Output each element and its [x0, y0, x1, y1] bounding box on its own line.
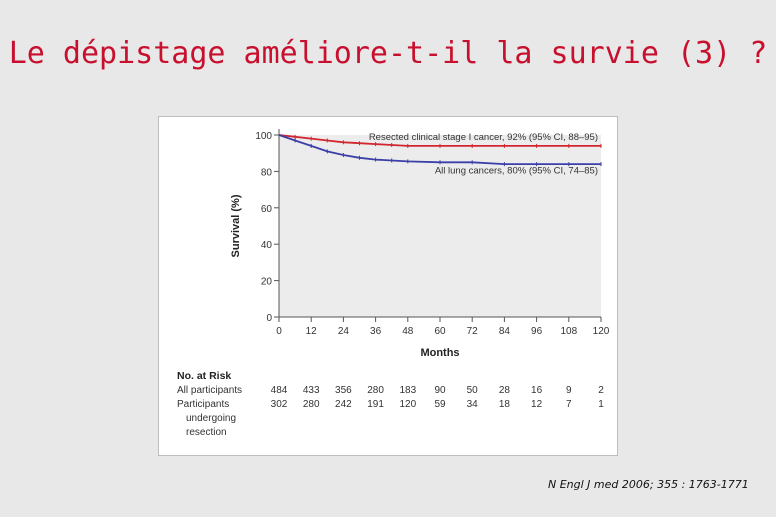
x-tick-label: 12 [306, 326, 318, 337]
y-tick-label: 80 [261, 167, 273, 178]
x-tick-label: 108 [560, 326, 577, 337]
risk-row-label-cont: resection [186, 427, 227, 438]
risk-value: 18 [499, 399, 511, 410]
y-tick-label: 100 [255, 131, 272, 142]
x-axis-title: Months [420, 347, 459, 359]
risk-value: 280 [303, 399, 320, 410]
x-tick-label: 72 [467, 326, 479, 337]
risk-value: 191 [367, 399, 384, 410]
risk-value: 433 [303, 385, 320, 396]
x-tick-label: 96 [531, 326, 543, 337]
risk-value: 356 [335, 385, 352, 396]
risk-value: 242 [335, 399, 352, 410]
risk-value: 59 [434, 399, 446, 410]
risk-value: 7 [566, 399, 572, 410]
risk-value: 484 [271, 385, 288, 396]
x-tick-label: 120 [593, 326, 610, 337]
risk-value: 90 [434, 385, 446, 396]
risk-row-label: Participants [177, 399, 229, 410]
slide-title: Le dépistage améliore-t-il la survie (3)… [8, 36, 768, 71]
y-tick-label: 40 [261, 240, 273, 251]
risk-table-title: No. at Risk [177, 370, 231, 382]
risk-value: 34 [467, 399, 479, 410]
risk-row-label: All participants [177, 385, 242, 396]
y-tick-label: 20 [261, 277, 273, 288]
resected-series-label: Resected clinical stage I cancer, 92% (9… [369, 132, 598, 143]
x-tick-label: 48 [402, 326, 414, 337]
risk-value: 1 [598, 399, 604, 410]
risk-value: 302 [271, 399, 288, 410]
x-tick-label: 24 [338, 326, 350, 337]
x-tick-label: 84 [499, 326, 511, 337]
risk-value: 9 [566, 385, 572, 396]
all-cancers-series-label: All lung cancers, 80% (95% CI, 74–85) [435, 165, 598, 176]
risk-row-label-cont: undergoing [186, 413, 236, 424]
risk-value: 120 [399, 399, 416, 410]
risk-value: 280 [367, 385, 384, 396]
citation: N Engl J med 2006; 355 : 1763-1771 [548, 478, 749, 491]
risk-value: 2 [598, 385, 604, 396]
plot-background [279, 135, 601, 317]
risk-value: 50 [467, 385, 479, 396]
x-tick-label: 36 [370, 326, 382, 337]
risk-value: 12 [531, 399, 543, 410]
y-tick-label: 60 [261, 204, 273, 215]
y-tick-label: 0 [266, 313, 272, 324]
y-axis-title: Survival (%) [230, 194, 242, 257]
survival-figure: 0 20 40 60 80 100 0 12 24 36 48 60 72 84 96 108 120 Month… [158, 116, 618, 456]
x-tick-label: 60 [434, 326, 446, 337]
risk-value: 28 [499, 385, 511, 396]
x-tick-label: 0 [276, 326, 282, 337]
risk-value: 183 [399, 385, 416, 396]
risk-value: 16 [531, 385, 543, 396]
